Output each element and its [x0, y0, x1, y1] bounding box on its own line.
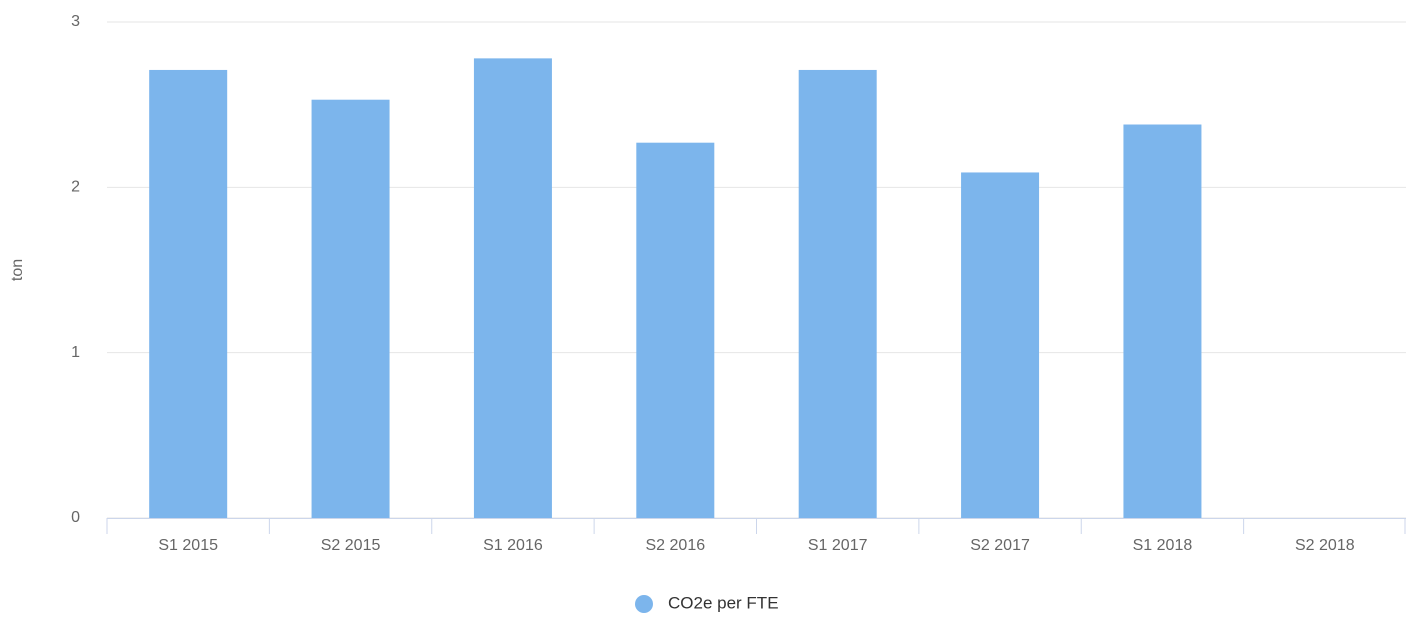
- x-tick-label: S1 2016: [483, 537, 543, 554]
- legend-marker: [635, 595, 653, 613]
- y-axis-label: ton: [9, 259, 26, 281]
- legend-text: CO2e per FTE: [668, 593, 779, 612]
- x-tick-label: S2 2016: [646, 537, 706, 554]
- x-tick-label: S2 2017: [970, 537, 1030, 554]
- bar: [961, 172, 1040, 518]
- bar: [149, 69, 228, 519]
- y-tick-label: 3: [71, 13, 80, 30]
- x-tick-label: S2 2015: [321, 537, 381, 554]
- bar: [473, 58, 552, 519]
- y-tick-label: 2: [71, 179, 80, 196]
- x-tick-label: S1 2015: [158, 537, 218, 554]
- x-tick-label: S1 2017: [808, 537, 868, 554]
- bar: [1123, 124, 1202, 519]
- y-tick-label: 0: [71, 509, 80, 526]
- bar: [311, 99, 390, 518]
- bar: [798, 69, 877, 519]
- bar: [636, 142, 715, 518]
- x-tick-label: S1 2018: [1133, 537, 1193, 554]
- x-tick-label: S2 2018: [1295, 537, 1355, 554]
- y-tick-label: 1: [71, 344, 80, 361]
